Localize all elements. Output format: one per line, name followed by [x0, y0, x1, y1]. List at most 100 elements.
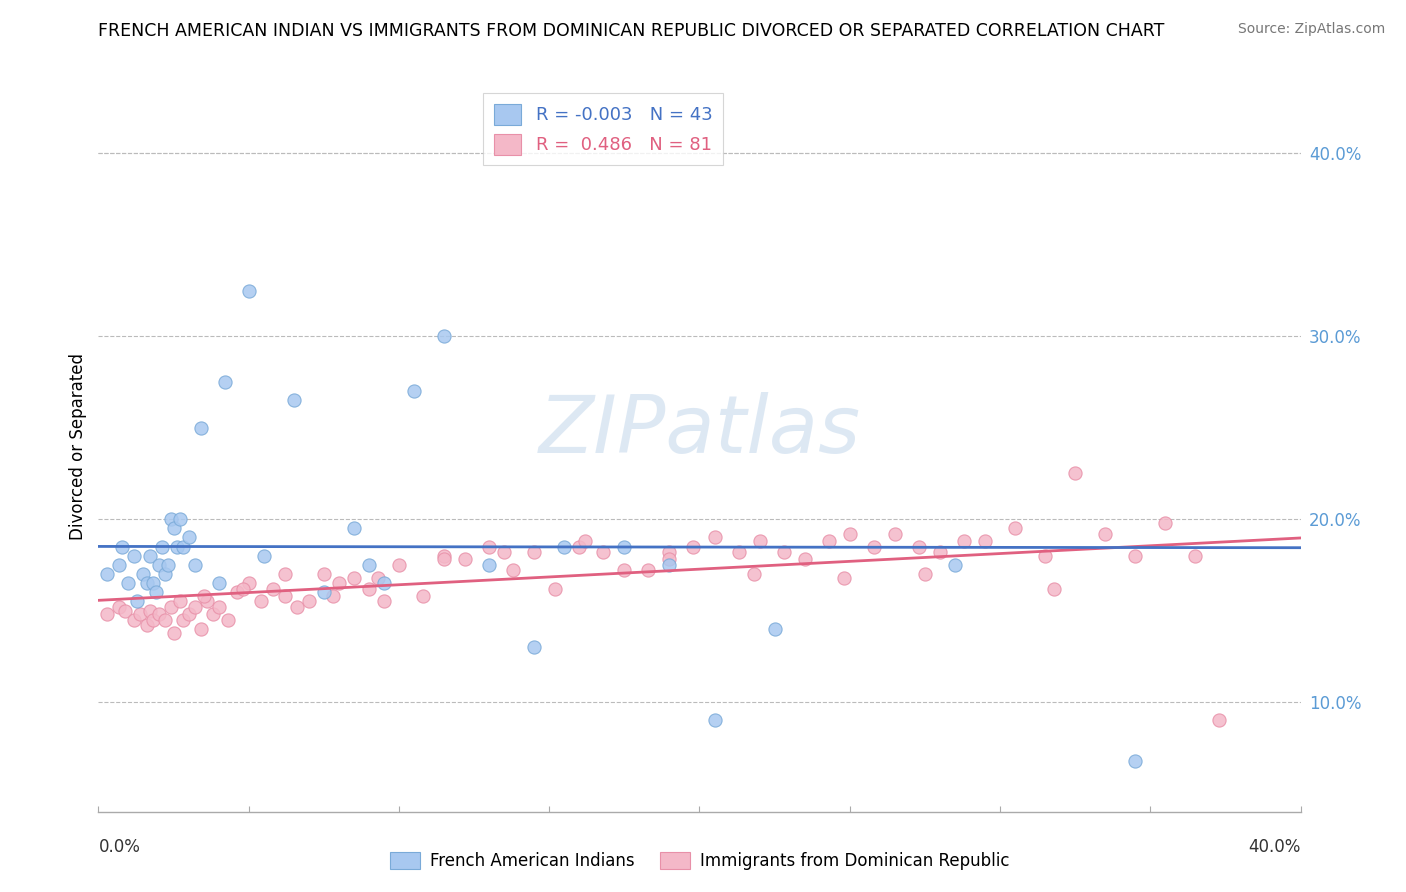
Point: [148, 607, 170, 622]
Point: [914, 567, 936, 582]
Point: [772, 545, 794, 559]
Point: [298, 594, 321, 608]
Point: [388, 558, 411, 572]
Point: [138, 549, 160, 563]
Point: [943, 558, 966, 572]
Point: [141, 576, 163, 591]
Point: [166, 540, 188, 554]
Point: [190, 622, 212, 636]
Point: [793, 552, 815, 566]
Point: [172, 540, 194, 554]
Point: [141, 613, 163, 627]
Point: [159, 599, 181, 614]
Point: [357, 558, 380, 572]
Point: [172, 613, 194, 627]
Point: [262, 582, 284, 596]
Point: [232, 582, 254, 596]
Point: [162, 521, 184, 535]
Point: [177, 530, 200, 544]
Point: [862, 540, 884, 554]
Point: [613, 563, 636, 577]
Point: [658, 552, 681, 566]
Point: [328, 576, 350, 591]
Point: [1094, 526, 1116, 541]
Point: [478, 558, 501, 572]
Point: [283, 393, 305, 408]
Point: [1208, 714, 1230, 728]
Point: [145, 585, 167, 599]
Point: [433, 552, 456, 566]
Point: [478, 540, 501, 554]
Point: [312, 567, 335, 582]
Point: [111, 540, 134, 554]
Point: [183, 558, 205, 572]
Point: [402, 384, 425, 398]
Point: [322, 589, 344, 603]
Point: [253, 549, 276, 563]
Point: [96, 607, 118, 622]
Point: [225, 585, 247, 599]
Text: 40.0%: 40.0%: [1249, 838, 1301, 855]
Point: [117, 576, 139, 591]
Point: [343, 571, 366, 585]
Point: [433, 329, 456, 343]
Point: [1064, 467, 1087, 481]
Point: [838, 526, 860, 541]
Y-axis label: Divorced or Separated: Divorced or Separated: [69, 352, 87, 540]
Point: [208, 576, 231, 591]
Point: [883, 526, 905, 541]
Point: [682, 540, 704, 554]
Point: [195, 594, 218, 608]
Point: [183, 599, 205, 614]
Point: [817, 534, 839, 549]
Point: [1154, 516, 1177, 530]
Point: [153, 567, 176, 582]
Point: [544, 582, 567, 596]
Point: [214, 375, 236, 389]
Point: [523, 640, 546, 655]
Point: [201, 607, 224, 622]
Point: [274, 567, 297, 582]
Point: [208, 599, 231, 614]
Point: [153, 613, 176, 627]
Point: [96, 567, 118, 582]
Point: [1123, 754, 1146, 768]
Point: [127, 594, 149, 608]
Point: [637, 563, 659, 577]
Point: [494, 545, 516, 559]
Point: [574, 534, 596, 549]
Legend: R = -0.003   N = 43, R =  0.486   N = 81: R = -0.003 N = 43, R = 0.486 N = 81: [484, 93, 723, 165]
Point: [412, 589, 434, 603]
Point: [1004, 521, 1026, 535]
Point: [592, 545, 614, 559]
Point: [238, 284, 260, 298]
Point: [908, 540, 931, 554]
Point: [148, 558, 170, 572]
Point: [217, 613, 239, 627]
Point: [249, 594, 271, 608]
Point: [703, 530, 725, 544]
Point: [373, 594, 395, 608]
Point: [108, 558, 131, 572]
Point: [568, 540, 591, 554]
Point: [274, 589, 297, 603]
Point: [929, 545, 952, 559]
Point: [357, 582, 380, 596]
Point: [177, 607, 200, 622]
Point: [613, 540, 636, 554]
Point: [285, 599, 308, 614]
Point: [343, 521, 366, 535]
Point: [953, 534, 976, 549]
Point: [124, 549, 146, 563]
Point: [169, 594, 191, 608]
Point: [727, 545, 749, 559]
Point: [135, 618, 157, 632]
Point: [132, 567, 155, 582]
Point: [1123, 549, 1146, 563]
Point: [523, 545, 546, 559]
Point: [162, 625, 184, 640]
Text: 0.0%: 0.0%: [98, 838, 141, 855]
Point: [748, 534, 770, 549]
Point: [124, 613, 146, 627]
Point: [454, 552, 477, 566]
